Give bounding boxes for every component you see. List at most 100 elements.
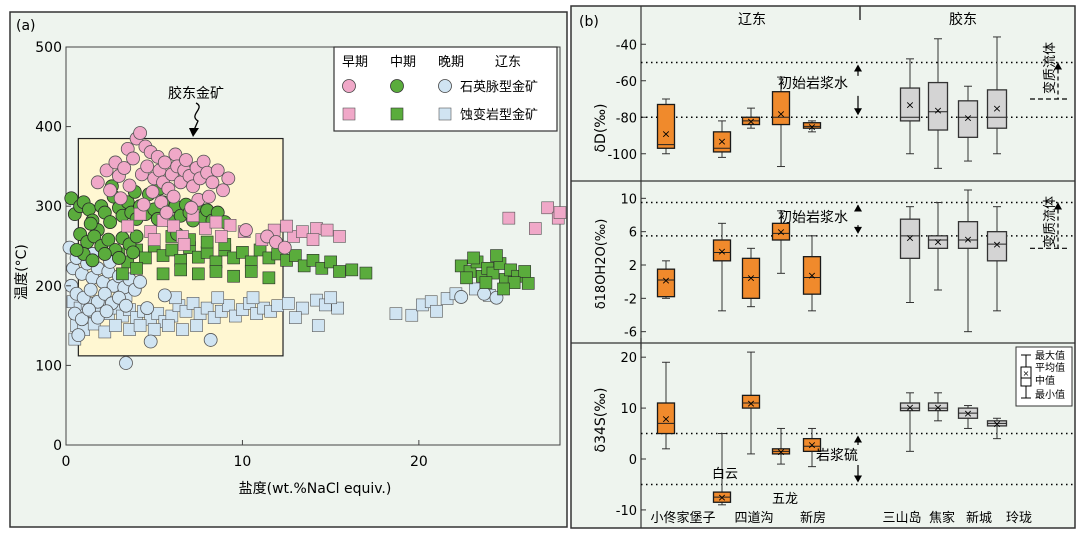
box-legend-max: 最大值 [1035, 349, 1065, 362]
data-point [166, 189, 181, 204]
mean-marker: × [717, 135, 726, 148]
data-point [277, 240, 292, 255]
box-legend-min: 最小值 [1035, 388, 1065, 401]
range-arrowhead [854, 64, 862, 72]
ylabel-temperature: 温度(°C) [14, 244, 30, 300]
data-point [143, 334, 158, 349]
panel-b-label: (b) [579, 14, 599, 30]
deposit-label-linglong: 玲珑 [1006, 511, 1032, 526]
data-point [133, 126, 148, 140]
data-point [167, 219, 180, 233]
y-tick-label: 400 [35, 120, 62, 136]
legend-early-circle [342, 79, 356, 93]
data-point [490, 249, 503, 262]
mean-marker: × [933, 401, 942, 414]
data-point [221, 171, 236, 186]
data-point [200, 235, 214, 249]
data-point [486, 266, 500, 280]
data-point [223, 219, 237, 232]
y-tick-label: 100 [35, 358, 62, 374]
mean-marker: × [807, 439, 816, 452]
data-point [222, 299, 235, 313]
annotation-jiaodong: 胶东金矿 [168, 85, 224, 102]
deposit-label-jiaojia: 焦家 [929, 510, 955, 526]
data-point [389, 307, 403, 320]
mean-marker: × [661, 128, 670, 141]
deposit-label-xincheng: 新城 [966, 510, 992, 526]
data-point [139, 251, 152, 265]
data-point [216, 183, 230, 198]
y-tick-label: -6 [624, 326, 637, 341]
x-tick-label: 0 [62, 454, 71, 470]
data-point [133, 319, 147, 332]
mean-marker: × [992, 417, 1001, 430]
deposit-label-xiaotongjiapuzi: 小佟家堡子 [650, 510, 715, 526]
data-point [460, 271, 473, 285]
x-tick-label: 10 [234, 454, 252, 470]
data-point [528, 222, 542, 235]
data-point [345, 263, 359, 277]
y-tick-label: 10 [620, 192, 637, 207]
data-point [157, 288, 172, 303]
data-point [116, 267, 129, 281]
data-point [502, 211, 516, 225]
box-新城 [957, 221, 979, 249]
data-point [359, 266, 373, 280]
data-point [289, 249, 302, 262]
data-point [553, 206, 567, 219]
y-tick-label: -10 [616, 504, 637, 519]
box-玲珑 [986, 89, 1008, 129]
data-point [64, 191, 79, 206]
box-panel-1: 10 6 2 -2 -6 × × × × × × × × × [620, 181, 1075, 349]
scatter-points [62, 126, 567, 370]
panel-a-label: (a) [16, 18, 36, 34]
range-arrowhead [854, 226, 862, 234]
y-tick-label: 0 [629, 453, 637, 468]
box-新房 [802, 437, 822, 453]
data-point [331, 301, 345, 315]
box-新城 [957, 100, 979, 138]
box-三山岛 [899, 402, 921, 412]
data-point [176, 323, 189, 336]
range-arrowhead [854, 108, 862, 116]
legend-altered-rock: 蚀变岩型金矿 [460, 107, 538, 123]
deposit-label-baiyun: 白云 [712, 466, 738, 482]
data-point [117, 161, 132, 175]
data-point [156, 267, 170, 281]
box-玲珑 [986, 231, 1008, 262]
legend-early-square [342, 107, 356, 121]
data-point [103, 215, 118, 230]
box-小佟家堡子 [656, 268, 676, 298]
data-point [214, 230, 228, 243]
y-tick-label: -100 [607, 148, 637, 163]
data-point [99, 163, 114, 178]
deposit-label-wulong: 五龙 [772, 492, 798, 507]
box-焦家 [927, 402, 949, 412]
data-point [83, 282, 98, 297]
mean-marker: × [807, 120, 816, 133]
data-point [126, 245, 140, 260]
data-point [541, 201, 554, 215]
data-point [119, 356, 133, 370]
deposit-label-xinfang: 新房 [800, 510, 826, 526]
data-point [69, 243, 84, 257]
data-point [112, 251, 126, 265]
annotation-magmatic-sulfur: 岩浆硫 [816, 448, 858, 464]
deposit-label-sanshandao: 三山岛 [882, 510, 921, 526]
data-point [239, 223, 253, 237]
data-point [123, 323, 136, 336]
mean-marker: × [776, 108, 785, 121]
annotation-magmatic-water-2: 初始岩浆水 [778, 209, 848, 226]
data-point [518, 265, 532, 278]
legend-middle-circle [390, 79, 404, 93]
mean-marker: × [776, 226, 785, 239]
ylabel-dD: δD(‰) [593, 103, 609, 152]
box-legend-mean-mark: × [1023, 369, 1030, 378]
data-point [405, 308, 419, 322]
data-point [211, 291, 225, 305]
mean-marker: × [746, 272, 755, 285]
box-白云 [712, 131, 732, 153]
deposit-label-sidaogou: 四道沟 [734, 511, 773, 526]
